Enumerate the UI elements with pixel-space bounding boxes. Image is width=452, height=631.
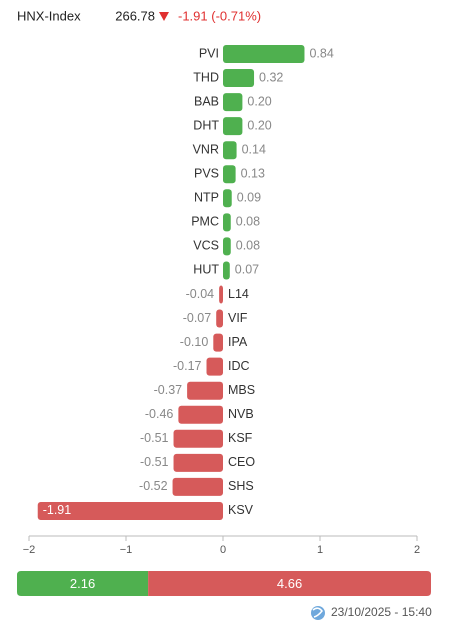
- x-tick-label: −1: [120, 544, 133, 556]
- value-label: -1.91: [43, 503, 72, 517]
- down-arrow: [159, 12, 169, 21]
- summary-bar: [17, 571, 149, 596]
- globe-icon-detail: [312, 607, 323, 618]
- bar: [173, 429, 223, 448]
- category-label: SHS: [228, 479, 254, 493]
- bar: [216, 309, 223, 328]
- bar: [178, 405, 223, 424]
- bar: [173, 453, 223, 472]
- bar: [219, 285, 223, 304]
- bar: [223, 237, 231, 256]
- bar: [213, 333, 223, 352]
- category-label: IPA: [228, 335, 248, 349]
- value-label: 0.13: [241, 167, 265, 181]
- value-label: -0.51: [140, 455, 169, 469]
- index-value: 266.78: [115, 8, 155, 23]
- value-label: 0.14: [242, 142, 266, 156]
- bar: [223, 117, 243, 136]
- value-label: -0.46: [145, 407, 174, 421]
- value-label: -0.37: [154, 383, 183, 397]
- category-label: VIF: [228, 311, 248, 325]
- category-label: IDC: [228, 359, 250, 373]
- value-label: 0.32: [259, 70, 283, 84]
- value-label: 0.09: [237, 191, 261, 205]
- bar: [223, 45, 305, 63]
- value-label: 0.07: [235, 263, 259, 277]
- x-tick-label: −2: [23, 544, 36, 556]
- category-label: NVB: [228, 407, 254, 421]
- category-label: THD: [193, 70, 219, 84]
- value-label: -0.52: [139, 479, 168, 493]
- bar: [172, 477, 223, 496]
- value-label: -0.51: [140, 431, 169, 445]
- category-label: NTP: [194, 191, 219, 205]
- summary-label: 4.66: [277, 576, 302, 591]
- bar: [223, 213, 231, 232]
- value-label: -0.07: [183, 311, 212, 325]
- category-label: KSV: [228, 503, 254, 517]
- bar: [223, 69, 255, 88]
- category-label: L14: [228, 287, 249, 301]
- value-label: -0.17: [173, 359, 202, 373]
- value-label: 0.20: [247, 94, 271, 108]
- bar: [223, 141, 237, 160]
- timestamp: 23/10/2025 - 15:40: [331, 605, 432, 619]
- x-tick-label: 0: [220, 544, 226, 556]
- x-tick-label: 2: [414, 544, 420, 556]
- category-label: BAB: [194, 94, 219, 108]
- value-label: 0.08: [236, 239, 260, 253]
- value-label: 0.84: [309, 46, 333, 60]
- category-label: CEO: [228, 455, 255, 469]
- category-label: KSF: [228, 431, 253, 445]
- bar: [223, 189, 232, 208]
- category-label: PMC: [191, 215, 219, 229]
- bar: [37, 501, 224, 520]
- value-label: -0.04: [186, 287, 215, 301]
- index-name: HNX-Index: [17, 8, 81, 23]
- category-label: VCS: [193, 239, 219, 253]
- category-label: PVI: [199, 46, 219, 60]
- value-label: 0.08: [236, 215, 260, 229]
- category-label: HUT: [193, 263, 219, 277]
- summary-bar: [148, 571, 431, 596]
- category-label: DHT: [193, 118, 219, 132]
- bar: [223, 261, 230, 280]
- summary-label: 2.16: [70, 576, 95, 591]
- bar: [187, 381, 223, 400]
- category-label: PVS: [194, 167, 219, 181]
- value-label: 0.20: [247, 118, 271, 132]
- bar: [223, 165, 236, 184]
- bar: [223, 93, 243, 112]
- index-change: -1.91 (-0.71%): [178, 8, 261, 23]
- value-label: -0.10: [180, 335, 209, 349]
- bar: [206, 357, 223, 376]
- footer: 23/10/2025 - 15:40: [311, 605, 432, 620]
- x-tick-label: 1: [317, 544, 323, 556]
- category-label: VNR: [193, 142, 219, 156]
- category-label: MBS: [228, 383, 255, 397]
